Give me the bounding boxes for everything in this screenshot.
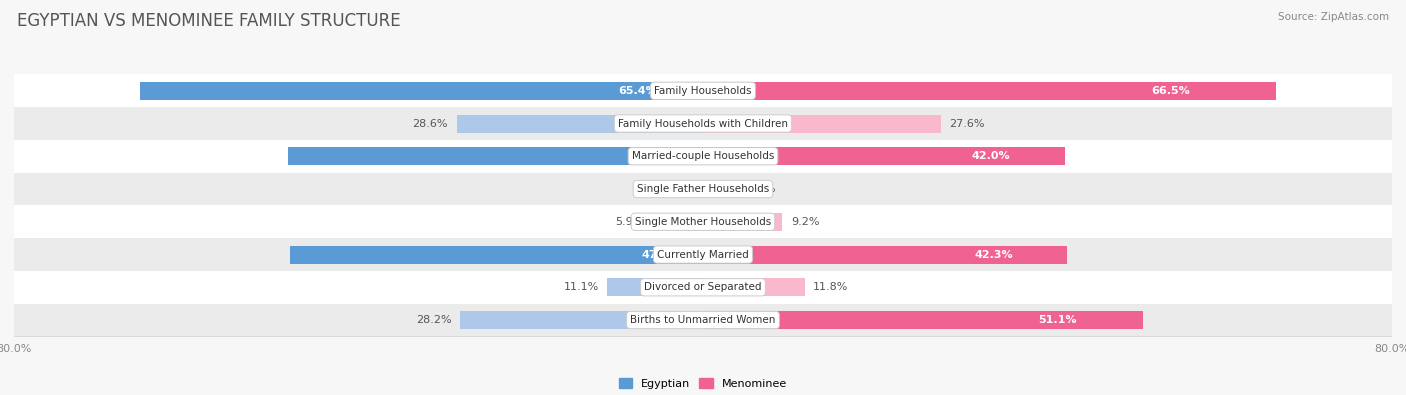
Bar bbox=[703, 213, 782, 231]
Bar bbox=[14, 140, 1392, 173]
Bar bbox=[14, 205, 1392, 238]
Bar bbox=[288, 147, 703, 165]
Bar bbox=[139, 82, 703, 100]
Bar bbox=[685, 180, 703, 198]
Bar bbox=[14, 271, 1392, 304]
Text: Family Households with Children: Family Households with Children bbox=[619, 118, 787, 128]
Text: 5.9%: 5.9% bbox=[616, 217, 644, 227]
Text: 65.4%: 65.4% bbox=[619, 86, 657, 96]
Bar bbox=[14, 238, 1392, 271]
Bar bbox=[703, 147, 1064, 165]
Bar bbox=[291, 246, 703, 263]
Bar bbox=[703, 115, 941, 132]
Text: Married-couple Households: Married-couple Households bbox=[631, 151, 775, 161]
Bar bbox=[14, 173, 1392, 205]
Text: 4.2%: 4.2% bbox=[748, 184, 776, 194]
Text: 11.1%: 11.1% bbox=[564, 282, 599, 292]
Text: Source: ZipAtlas.com: Source: ZipAtlas.com bbox=[1278, 12, 1389, 22]
Bar bbox=[14, 107, 1392, 140]
Text: 28.6%: 28.6% bbox=[412, 118, 449, 128]
Bar bbox=[703, 82, 1275, 100]
Text: Currently Married: Currently Married bbox=[657, 250, 749, 260]
Text: Family Households: Family Households bbox=[654, 86, 752, 96]
Text: Single Father Households: Single Father Households bbox=[637, 184, 769, 194]
Text: 42.0%: 42.0% bbox=[972, 151, 1011, 161]
Text: Divorced or Separated: Divorced or Separated bbox=[644, 282, 762, 292]
Text: Single Mother Households: Single Mother Households bbox=[636, 217, 770, 227]
Bar bbox=[703, 180, 740, 198]
Bar bbox=[14, 304, 1392, 337]
Bar bbox=[703, 278, 804, 296]
Text: EGYPTIAN VS MENOMINEE FAMILY STRUCTURE: EGYPTIAN VS MENOMINEE FAMILY STRUCTURE bbox=[17, 12, 401, 30]
Text: 2.1%: 2.1% bbox=[648, 184, 676, 194]
Text: 11.8%: 11.8% bbox=[813, 282, 849, 292]
Bar bbox=[703, 311, 1143, 329]
Text: Births to Unmarried Women: Births to Unmarried Women bbox=[630, 315, 776, 325]
Text: 47.9%: 47.9% bbox=[641, 250, 681, 260]
Text: 42.3%: 42.3% bbox=[974, 250, 1012, 260]
Text: 27.6%: 27.6% bbox=[949, 118, 984, 128]
Text: 51.1%: 51.1% bbox=[1039, 315, 1077, 325]
Bar bbox=[607, 278, 703, 296]
Bar bbox=[457, 115, 703, 132]
Text: 28.2%: 28.2% bbox=[416, 315, 451, 325]
Bar bbox=[14, 74, 1392, 107]
Bar bbox=[460, 311, 703, 329]
Text: 9.2%: 9.2% bbox=[790, 217, 820, 227]
Text: 66.5%: 66.5% bbox=[1152, 86, 1189, 96]
Legend: Egyptian, Menominee: Egyptian, Menominee bbox=[614, 374, 792, 393]
Bar bbox=[652, 213, 703, 231]
Bar bbox=[703, 246, 1067, 263]
Text: 48.2%: 48.2% bbox=[641, 151, 679, 161]
